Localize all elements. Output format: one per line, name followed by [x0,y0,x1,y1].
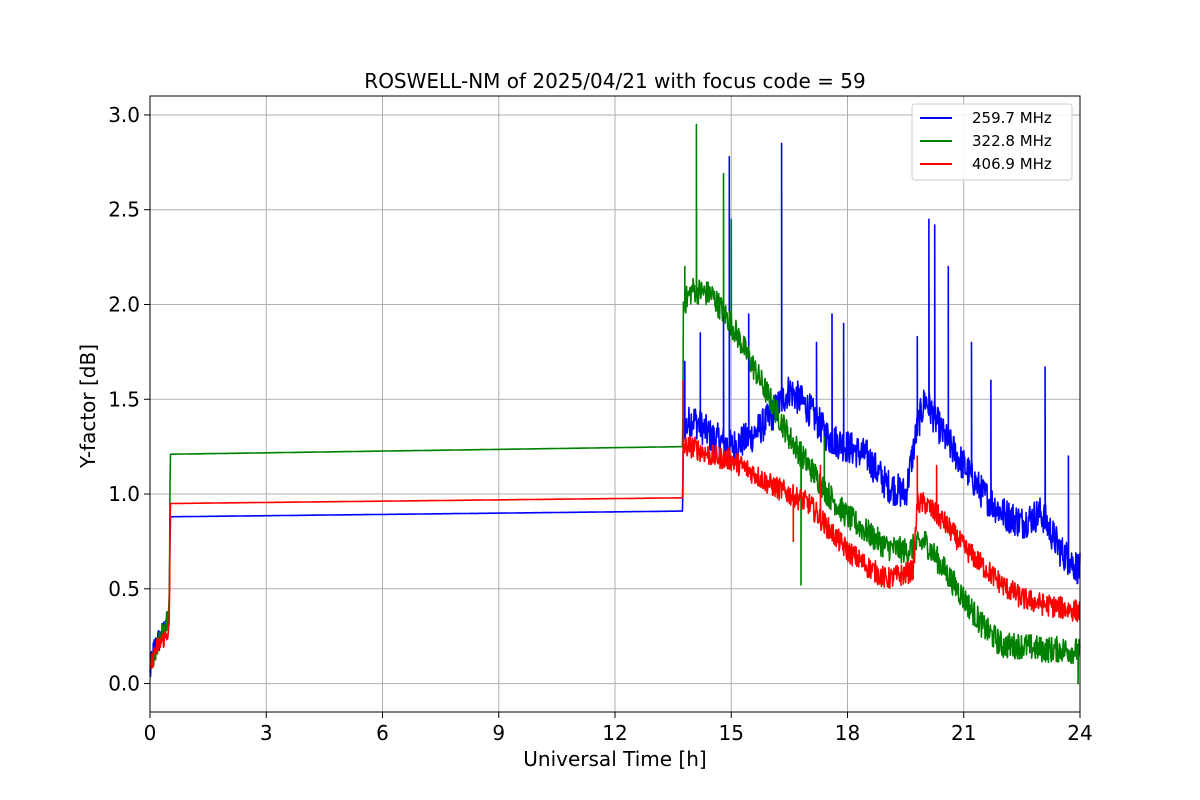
y-tick-label: 1.5 [108,387,140,411]
y-tick-label: 0.5 [108,577,140,601]
y-tick-label: 2.5 [108,198,140,222]
x-tick-label: 3 [260,721,273,745]
legend-label: 322.8 MHz [972,132,1052,150]
grid-lines [149,96,1081,712]
legend-label: 259.7 MHz [972,109,1052,127]
series-line-0 [149,142,1081,678]
x-tick-label: 9 [492,721,505,745]
chart-title: ROSWELL-NM of 2025/04/21 with focus code… [364,69,865,93]
series-line-1 [149,123,1081,685]
y-tick-label: 0.0 [108,672,140,696]
x-tick-label: 15 [719,721,744,745]
series-line-2 [149,379,1081,669]
x-tick-label: 12 [602,721,627,745]
y-tick-label: 1.0 [108,482,140,506]
x-tick-label: 18 [835,721,860,745]
y-axis-label: Y-factor [dB] [76,344,100,469]
legend-label: 406.9 MHz [972,155,1052,173]
x-tick-label: 6 [376,721,389,745]
x-tick-label: 21 [951,721,976,745]
y-tick-label: 2.0 [108,292,140,316]
x-tick-label: 24 [1067,721,1092,745]
y-tick-label: 3.0 [108,103,140,127]
legend: 259.7 MHz 322.8 MHz 406.9 MHz [911,103,1073,181]
legend-box [911,103,1073,181]
series-lines [149,123,1081,685]
axis-ticks: 0 3 6 9 12 15 18 21 24 0.0 0.5 1.0 1.5 2.0 2.5 3.0 [108,103,1093,745]
x-tick-label: 0 [144,721,157,745]
x-axis-label: Universal Time [h] [523,747,706,771]
